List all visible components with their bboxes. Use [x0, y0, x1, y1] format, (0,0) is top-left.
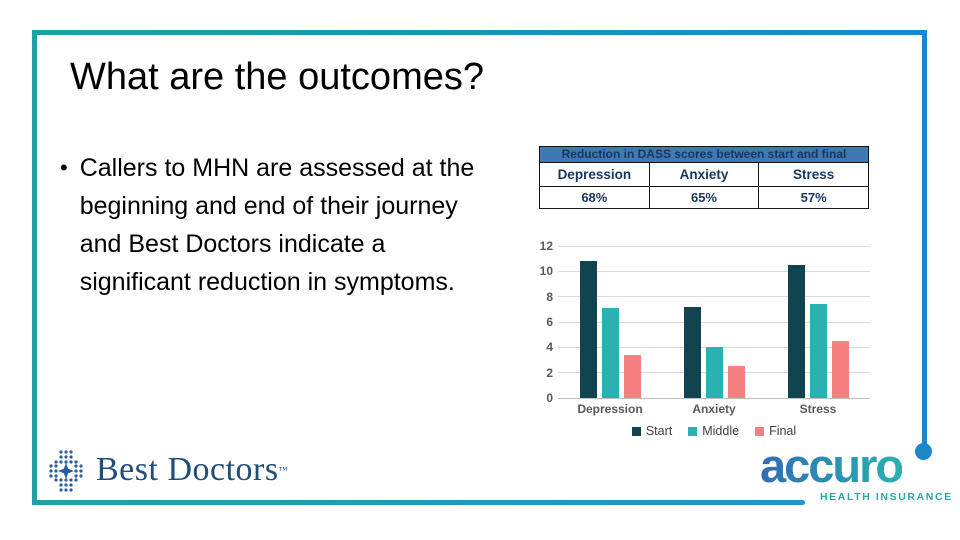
bar-middle-stress	[809, 304, 827, 398]
page-title: What are the outcomes?	[70, 56, 484, 98]
dass-reduction-table: Reduction in DASS scores between start a…	[539, 146, 869, 209]
frame-end-dot-icon	[915, 443, 932, 460]
legend-label: Start	[645, 424, 673, 438]
x-axis-category-label: Stress	[799, 402, 837, 416]
bullet-list: • Callers to MHN are assessed at the beg…	[60, 149, 485, 301]
bar-start-stress	[787, 265, 805, 398]
bar-start-depression	[579, 261, 597, 398]
legend-label: Middle	[702, 424, 740, 438]
gridline	[558, 321, 870, 323]
legend-label: Final	[769, 424, 797, 438]
gridline	[558, 270, 870, 272]
gridline	[558, 346, 870, 348]
y-axis-tick-label: 4	[546, 340, 553, 355]
bar-final-anxiety	[727, 366, 745, 398]
table-header-row: Depression Anxiety Stress	[539, 161, 869, 187]
legend-item-final: Final	[755, 424, 796, 438]
bar-final-depression	[623, 354, 641, 398]
accuro-tagline: HEALTH INSURANCE	[820, 491, 953, 503]
table-title-row: Reduction in DASS scores between start a…	[539, 146, 869, 163]
accuro-wordmark: accuro	[760, 439, 904, 492]
frame-top-border	[32, 30, 927, 35]
y-axis-tick-label: 12	[539, 239, 553, 253]
gridline	[558, 296, 870, 298]
y-axis-tick-label: 0	[546, 391, 553, 405]
bar-final-stress	[831, 341, 849, 398]
table-value-row: 68% 65% 57%	[539, 185, 869, 209]
frame-bottom-border	[32, 500, 805, 505]
frame-right-border	[922, 30, 927, 444]
table-title: Reduction in DASS scores between start a…	[539, 146, 869, 163]
table-col-anxiety: Anxiety	[648, 161, 760, 187]
bar-middle-anxiety	[705, 347, 723, 398]
table-col-depression: Depression	[539, 161, 650, 187]
gridline	[558, 245, 870, 247]
y-axis-tick-label: 6	[546, 315, 553, 329]
frame-left-border	[32, 30, 37, 505]
trademark-symbol: ™	[278, 465, 288, 475]
best-doctors-wordmark: Best Doctors	[96, 451, 279, 488]
y-axis-tick-label: 10	[539, 264, 553, 279]
chart-legend: Start Middle Final	[558, 424, 870, 438]
x-axis-category-label: Depression	[577, 402, 643, 416]
best-doctors-logo: Best Doctors ™	[48, 448, 287, 492]
legend-item-start: Start	[631, 424, 673, 438]
bullet-glyph: •	[60, 155, 68, 180]
bar-middle-depression	[601, 308, 619, 398]
legend-swatch-icon	[688, 426, 698, 436]
x-axis-category-label: Anxiety	[692, 402, 736, 416]
y-axis-tick-label: 2	[546, 365, 553, 380]
y-axis-tick-label: 8	[546, 289, 553, 304]
chart-plot-area	[558, 245, 870, 399]
table-value-stress: 57%	[758, 185, 869, 209]
table-value-anxiety: 65%	[648, 185, 760, 209]
legend-item-middle: Middle	[688, 424, 739, 438]
bullet-text: Callers to MHN are assessed at the begin…	[79, 154, 475, 296]
gridline	[558, 397, 870, 399]
accuro-logo: accuro HEALTH INSURANCE	[755, 438, 960, 508]
legend-swatch-icon	[631, 426, 641, 436]
table-value-depression: 68%	[539, 185, 650, 209]
legend-swatch-icon	[755, 426, 765, 436]
dass-bar-chart: Start Middle Final 0 2 4 6 8 10 12 Depression Anxi…	[535, 239, 880, 450]
best-doctors-star-icon	[49, 450, 83, 492]
table-col-stress: Stress	[758, 161, 869, 187]
bar-start-anxiety	[683, 306, 701, 398]
